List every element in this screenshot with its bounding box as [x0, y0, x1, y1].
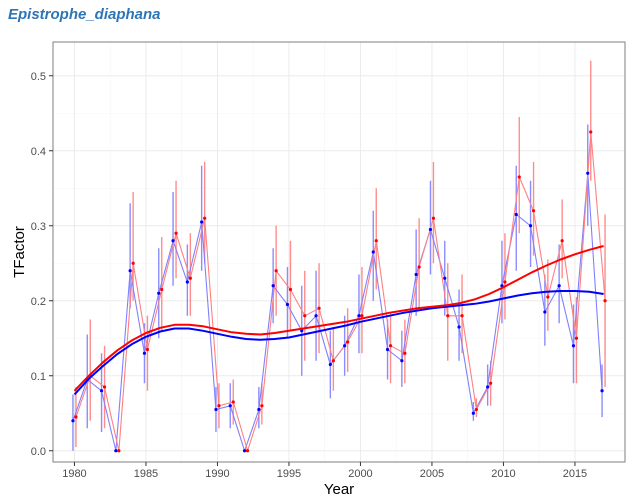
red-point — [403, 351, 407, 355]
y-tick-label: 0.5 — [31, 71, 46, 83]
red-point — [74, 415, 78, 419]
red-point — [231, 400, 235, 404]
grid-lines — [53, 42, 625, 462]
chart-title: Epistrophe_diaphana — [8, 6, 161, 23]
blue-point — [443, 276, 447, 280]
red-point — [303, 314, 307, 318]
blue-point — [257, 407, 261, 412]
red-point — [531, 209, 536, 213]
red-point — [274, 269, 278, 273]
blue-point — [343, 344, 347, 348]
red-point — [431, 216, 436, 220]
red-point — [203, 216, 207, 220]
red-point — [217, 404, 221, 408]
blue-series-line — [72, 173, 603, 453]
y-axis-label: TFactor — [11, 226, 28, 278]
red-point — [160, 287, 164, 292]
blue-point — [457, 325, 461, 329]
blue-point — [471, 411, 475, 415]
red-point — [560, 239, 564, 243]
red-point — [388, 344, 393, 348]
y-tick-label: 0.3 — [31, 221, 46, 233]
blue-point — [128, 269, 132, 273]
blue-point — [600, 389, 604, 393]
red-point — [503, 280, 507, 284]
red-point — [489, 381, 493, 385]
red-smooth-curve — [73, 245, 604, 392]
red-point — [117, 449, 121, 453]
blue-point — [242, 449, 247, 453]
blue-point — [271, 284, 275, 288]
red-point — [360, 314, 364, 318]
y-tick-label: 0.0 — [31, 446, 46, 458]
red-point — [188, 276, 192, 280]
x-tick-label: 2015 — [563, 468, 587, 480]
red-point — [603, 299, 607, 303]
blue-point — [285, 302, 290, 307]
blue-point — [428, 227, 433, 232]
blue-point — [71, 419, 75, 423]
red-point — [374, 239, 378, 243]
blue-point — [557, 284, 561, 288]
blue-point — [400, 359, 404, 363]
blue-point — [414, 272, 418, 277]
y-tick-label: 0.2 — [31, 296, 46, 308]
blue-smooth-curve — [73, 290, 604, 396]
blue-point — [171, 239, 175, 243]
red-point — [589, 130, 593, 134]
red-point — [574, 336, 579, 340]
blue-point — [385, 347, 390, 352]
blue-point — [200, 220, 204, 224]
red-point — [245, 449, 250, 453]
blue-point — [586, 171, 590, 175]
blue-point — [528, 224, 533, 228]
red-series-line — [75, 131, 606, 453]
y-tick-label: 0.4 — [31, 146, 46, 158]
blue-point — [486, 385, 490, 389]
red-point — [317, 306, 321, 310]
x-tick-label: 2005 — [420, 468, 444, 480]
blue-point — [328, 362, 332, 367]
blue-point — [228, 404, 232, 408]
blue-point — [142, 351, 147, 355]
red-point — [288, 287, 293, 292]
y-tick-label: 0.1 — [31, 371, 46, 383]
red-point — [102, 385, 107, 389]
x-tick-label: 1985 — [134, 468, 158, 480]
red-point — [417, 265, 421, 269]
red-point — [131, 261, 135, 265]
blue-point — [185, 280, 189, 284]
x-axis-label: Year — [324, 481, 354, 498]
blue-point — [543, 310, 547, 314]
blue-point — [214, 407, 218, 412]
blue-point — [571, 344, 576, 348]
red-point — [460, 314, 464, 318]
x-tick-label: 2010 — [491, 468, 515, 480]
x-tick-label: 2000 — [348, 468, 372, 480]
x-tick-label: 1995 — [277, 468, 301, 480]
red-point — [260, 404, 264, 408]
axes: 0.0 0.1 0.2 0.3 0.4 0.5 1980 1985 1990 1995 2000 20… — [31, 71, 587, 480]
x-tick-label: 1990 — [205, 468, 229, 480]
blue-point — [357, 314, 361, 318]
blue-point — [314, 314, 318, 318]
red-point — [517, 175, 521, 179]
red-point — [174, 231, 178, 235]
series-layer — [71, 60, 607, 453]
blue-point — [300, 329, 304, 333]
blue-point — [114, 449, 118, 453]
blue-point — [99, 389, 104, 393]
red-point — [446, 314, 450, 318]
red-point — [546, 295, 550, 299]
red-point — [474, 407, 478, 412]
x-tick-label: 1980 — [62, 468, 86, 480]
red-point — [346, 340, 350, 344]
blue-point — [514, 212, 518, 217]
panel-border — [52, 41, 626, 463]
blue-point — [157, 291, 161, 295]
red-point — [145, 347, 150, 352]
blue-point — [371, 250, 375, 254]
red-point — [331, 359, 335, 363]
